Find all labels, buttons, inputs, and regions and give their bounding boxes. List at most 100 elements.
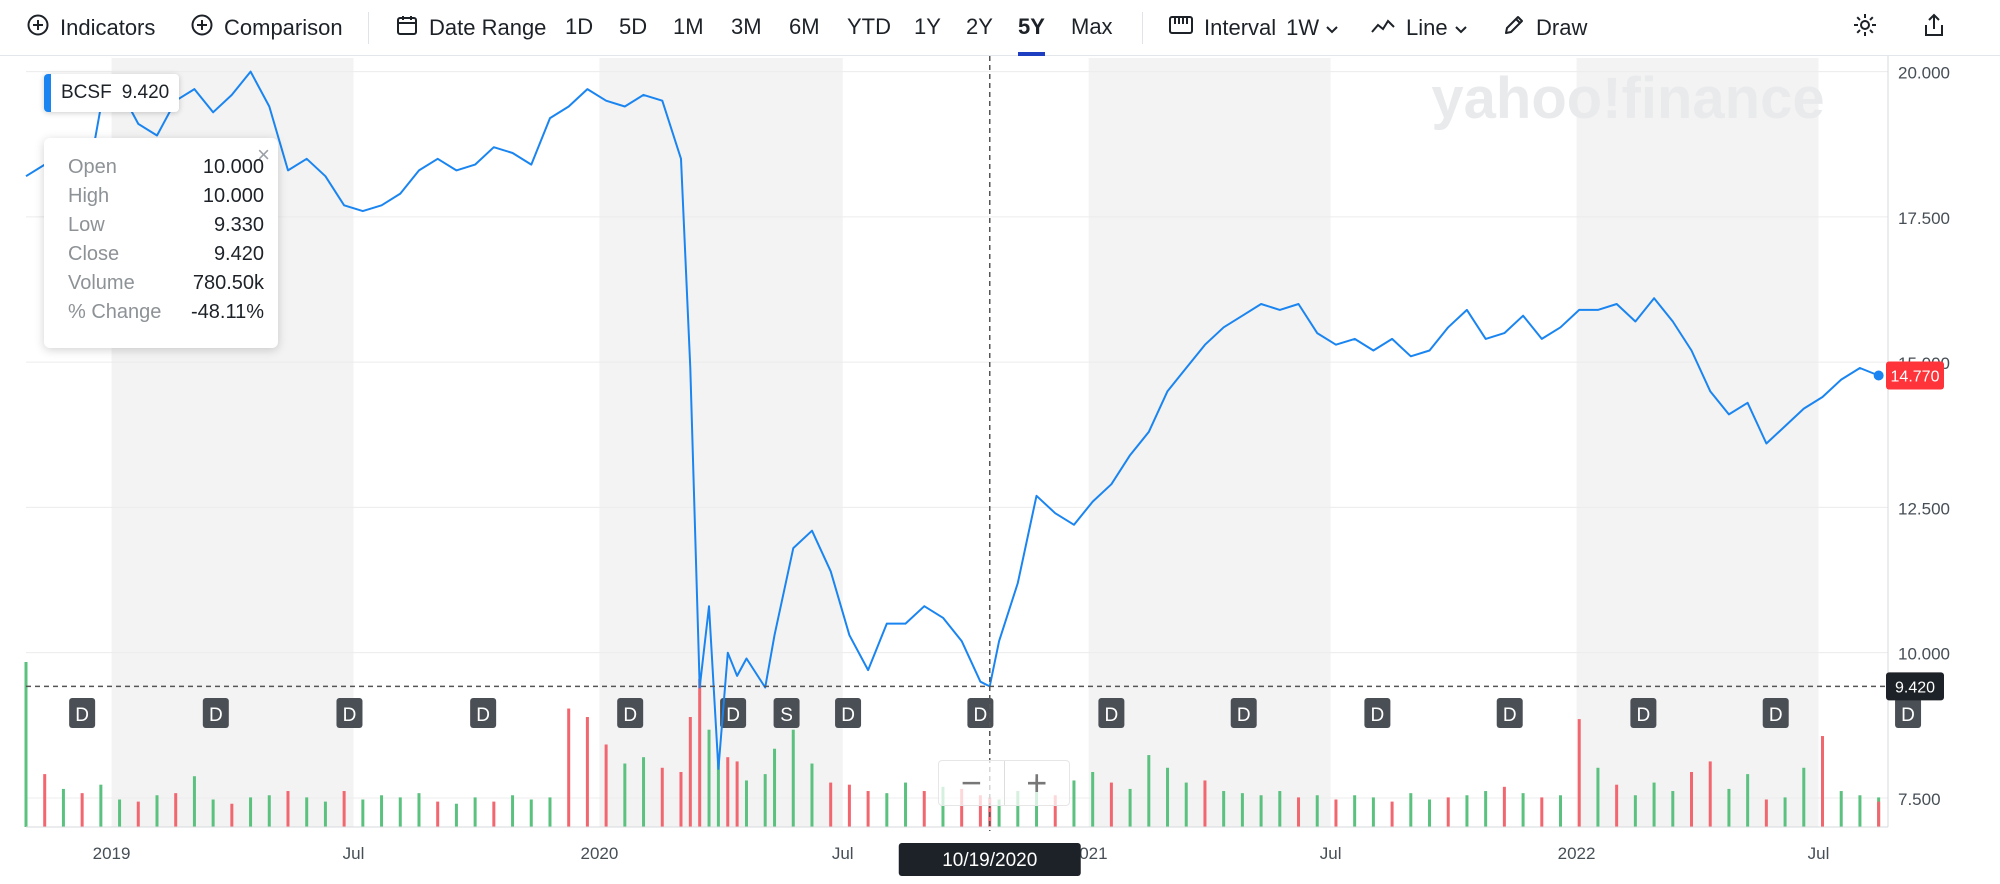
range-2y[interactable]: 2Y bbox=[966, 14, 993, 39]
comparison-label: Comparison bbox=[224, 15, 343, 40]
x-tick-label: 2022 bbox=[1558, 844, 1596, 863]
range-max[interactable]: Max bbox=[1071, 14, 1113, 39]
zoom-out-button[interactable]: − bbox=[960, 762, 982, 803]
volume-bar bbox=[267, 795, 271, 827]
volume-bar bbox=[1633, 795, 1637, 827]
volume-bar bbox=[1240, 793, 1244, 827]
share-button[interactable] bbox=[1922, 13, 1946, 42]
price-chart[interactable]: yahoo!finance D D D D D D S D D D D D D D D D 20.000 17.… bbox=[0, 56, 2000, 884]
volume-bar bbox=[866, 791, 870, 827]
volume-bar bbox=[1259, 795, 1263, 827]
volume-bar bbox=[417, 793, 421, 827]
ohlc-row-open: Open 10.000 bbox=[68, 156, 264, 182]
volume-bar bbox=[1184, 782, 1188, 827]
volume-bar bbox=[679, 772, 683, 827]
ohlc-key: High bbox=[68, 185, 110, 207]
event-marker-label: D bbox=[1237, 705, 1251, 726]
volume-bar bbox=[1297, 797, 1301, 827]
zoom-in-button[interactable]: + bbox=[1026, 762, 1048, 803]
volume-bar bbox=[1128, 788, 1132, 827]
volume-bar bbox=[473, 797, 477, 827]
volume-bar bbox=[305, 797, 309, 827]
volume-bar bbox=[1596, 767, 1600, 827]
range-ytd[interactable]: YTD bbox=[847, 14, 891, 39]
price-line bbox=[25, 70, 1879, 770]
volume-bar bbox=[707, 729, 711, 827]
settings-button[interactable] bbox=[1852, 14, 1878, 42]
range-6m[interactable]: 6M bbox=[789, 14, 820, 39]
dividend-marker bbox=[69, 698, 96, 728]
chart-type-dropdown[interactable]: Line bbox=[1370, 14, 1468, 42]
volume-bar bbox=[155, 795, 159, 827]
ticker-label: BCSF 9.420 bbox=[44, 74, 180, 112]
volume-bar bbox=[1559, 795, 1563, 827]
ohlc-key: Volume bbox=[68, 272, 135, 294]
price-line-layer bbox=[25, 70, 1884, 770]
volume-bar bbox=[230, 803, 234, 827]
shaded-band bbox=[1088, 58, 1331, 827]
volume-bar bbox=[997, 799, 1001, 827]
split-marker bbox=[773, 698, 800, 728]
volume-bar bbox=[1540, 797, 1544, 827]
x-tick-label: 2020 bbox=[581, 844, 619, 863]
toolbar-divider bbox=[1142, 12, 1143, 44]
event-marker-label: D bbox=[75, 705, 89, 726]
range-1d[interactable]: 1D bbox=[565, 14, 594, 39]
range-1m[interactable]: 1M bbox=[673, 14, 704, 39]
crosshair bbox=[26, 56, 1888, 831]
volume-bar bbox=[604, 744, 608, 827]
range-5y[interactable]: 5Y bbox=[1018, 14, 1045, 56]
ohlc-value: 10.000 bbox=[202, 156, 264, 178]
volume-bar bbox=[1353, 795, 1357, 827]
range-5d[interactable]: 5D bbox=[619, 14, 648, 39]
ohlc-key: Low bbox=[68, 214, 105, 236]
volume-bar bbox=[1839, 791, 1843, 827]
volume-bar bbox=[1409, 793, 1413, 827]
volume-bar bbox=[904, 782, 908, 827]
last-price-badge bbox=[1886, 361, 1944, 390]
volume-bar bbox=[1652, 782, 1656, 827]
volume-bar bbox=[623, 763, 627, 827]
ohlc-value: 10.000 bbox=[202, 185, 264, 207]
volume-bar bbox=[922, 791, 926, 827]
ohlc-row-change: % Change -48.11% bbox=[68, 301, 264, 327]
last-price-dot bbox=[1873, 370, 1884, 381]
close-icon[interactable]: × bbox=[257, 142, 270, 167]
volume-bar bbox=[1727, 788, 1731, 827]
volume-bar bbox=[567, 708, 571, 827]
dividend-marker bbox=[967, 698, 994, 728]
volume-bar bbox=[585, 717, 589, 827]
volume-bar bbox=[1203, 780, 1207, 827]
volume-bar bbox=[323, 801, 327, 827]
date-range-button[interactable]: Date Range bbox=[395, 14, 546, 42]
y-tick-label: 12.500 bbox=[1898, 499, 1950, 518]
volume-bar bbox=[1690, 772, 1694, 827]
y-tick-label: 7.500 bbox=[1898, 790, 1941, 809]
interval-dropdown[interactable]: Interval 1W bbox=[1168, 14, 1339, 42]
volume-bars bbox=[24, 662, 1881, 827]
comparison-button[interactable]: Comparison bbox=[190, 14, 343, 42]
volume-bar bbox=[43, 774, 47, 827]
volume-bar bbox=[1428, 799, 1432, 827]
event-marker-label: D bbox=[841, 705, 855, 726]
range-1y[interactable]: 1Y bbox=[914, 14, 941, 39]
volume-bar bbox=[1109, 782, 1113, 827]
dividend-marker bbox=[1762, 698, 1789, 728]
volume-bar bbox=[398, 797, 402, 827]
volume-bar bbox=[24, 662, 28, 827]
range-3m[interactable]: 3M bbox=[731, 14, 762, 39]
volume-bar bbox=[791, 729, 795, 827]
volume-bar bbox=[118, 799, 122, 827]
volume-bar bbox=[211, 799, 215, 827]
x-tick-label: Jul bbox=[343, 844, 365, 863]
dividend-marker bbox=[1230, 698, 1257, 728]
dividend-marker bbox=[1895, 698, 1922, 728]
volume-bar bbox=[136, 801, 140, 827]
gear-icon bbox=[1852, 12, 1878, 44]
x-tick-label: Jul bbox=[832, 844, 854, 863]
volume-bar bbox=[342, 791, 346, 827]
draw-button[interactable]: Draw bbox=[1502, 14, 1587, 42]
indicators-button[interactable]: Indicators bbox=[26, 14, 155, 42]
